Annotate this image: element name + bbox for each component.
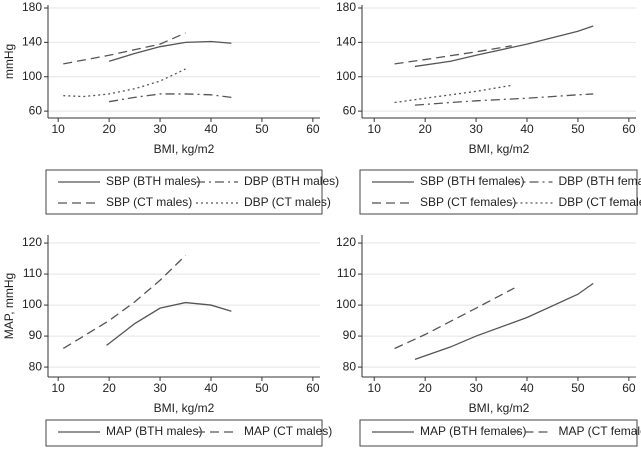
x-tick-label: 20 [418,122,432,136]
legend-label: SBP (CT females) [420,195,516,209]
y-tick-label: 80 [343,359,357,373]
legend-label: MAP (BTH males) [106,424,202,438]
x-axis-title: BMI, kg/m2 [469,401,530,415]
x-tick-label: 40 [520,122,534,136]
x-tick-label: 40 [204,381,218,395]
x-tick-label: 30 [469,122,483,136]
x-axis-title: BMI, kg/m2 [469,142,530,156]
x-axis-title: BMI, kg/m2 [154,142,215,156]
legend-label: SBP (BTH females) [420,174,524,188]
legend-label: SBP (CT males) [106,195,192,209]
x-tick-label: 50 [571,381,585,395]
x-tick-label: 10 [368,381,382,395]
legend-label: MAP (BTH females) [420,424,526,438]
line-series [414,25,594,68]
x-tick-label: 20 [102,122,116,136]
y-tick-label: 120 [336,235,356,249]
y-tick-label: 180 [336,0,356,14]
line-series [106,301,232,346]
x-tick-label: 60 [622,122,636,136]
legend-box [45,419,323,447]
legend-label: DBP (BTH males) [244,174,339,188]
line-series [394,287,515,350]
x-tick-label: 30 [469,381,483,395]
x-tick-label: 60 [306,122,320,136]
line-series [414,282,594,360]
x-tick-label: 50 [571,122,585,136]
x-tick-label: 60 [306,381,320,395]
line-series [394,84,512,104]
y-tick-label: 60 [29,103,43,117]
legend-label: DBP (BTH females) [559,174,641,188]
line-series [414,93,594,106]
x-tick-label: 40 [520,381,534,395]
x-tick-label: 60 [622,381,636,395]
y-tick-label: 100 [22,69,42,83]
legend-box [359,169,638,215]
y-tick-label: 120 [22,235,42,249]
y-tick-label: 110 [337,266,356,280]
legend-label: SBP (BTH males) [106,174,200,188]
x-tick-label: 50 [255,381,269,395]
legend-label: DBP (CT females) [559,195,641,209]
y-tick-label: 80 [29,359,43,373]
x-axis-title: BMI, kg/m2 [154,401,215,415]
x-tick-label: 50 [255,122,269,136]
legend-label: MAP (CT males) [244,424,332,438]
legend-label: MAP (CT females) [559,424,641,438]
x-tick-label: 20 [418,381,432,395]
legend-box [45,169,323,215]
y-tick-label: 100 [22,297,42,311]
y-axis-title: MAP, mmHg [2,273,16,339]
y-tick-label: 90 [29,328,43,342]
legend-box [359,419,638,447]
line-series [62,254,186,350]
line-series [63,32,186,65]
y-tick-label: 110 [23,266,42,280]
line-series [108,40,232,62]
y-tick-label: 180 [22,0,42,14]
y-tick-label: 140 [336,35,356,49]
x-tick-label: 30 [153,381,167,395]
y-tick-label: 90 [343,328,357,342]
x-tick-label: 40 [204,122,218,136]
y-tick-label: 100 [336,297,356,311]
y-tick-label: 140 [22,35,42,49]
x-tick-label: 10 [368,122,382,136]
line-series [394,45,512,65]
legend-label: DBP (CT males) [244,195,331,209]
line-series [63,68,186,98]
x-tick-label: 10 [52,122,66,136]
y-axis-title: mmHg [2,44,16,79]
y-tick-label: 60 [343,103,357,117]
line-series [109,93,232,103]
y-tick-label: 100 [336,69,356,83]
x-tick-label: 10 [52,381,66,395]
x-tick-label: 30 [153,122,167,136]
x-tick-label: 20 [102,381,116,395]
